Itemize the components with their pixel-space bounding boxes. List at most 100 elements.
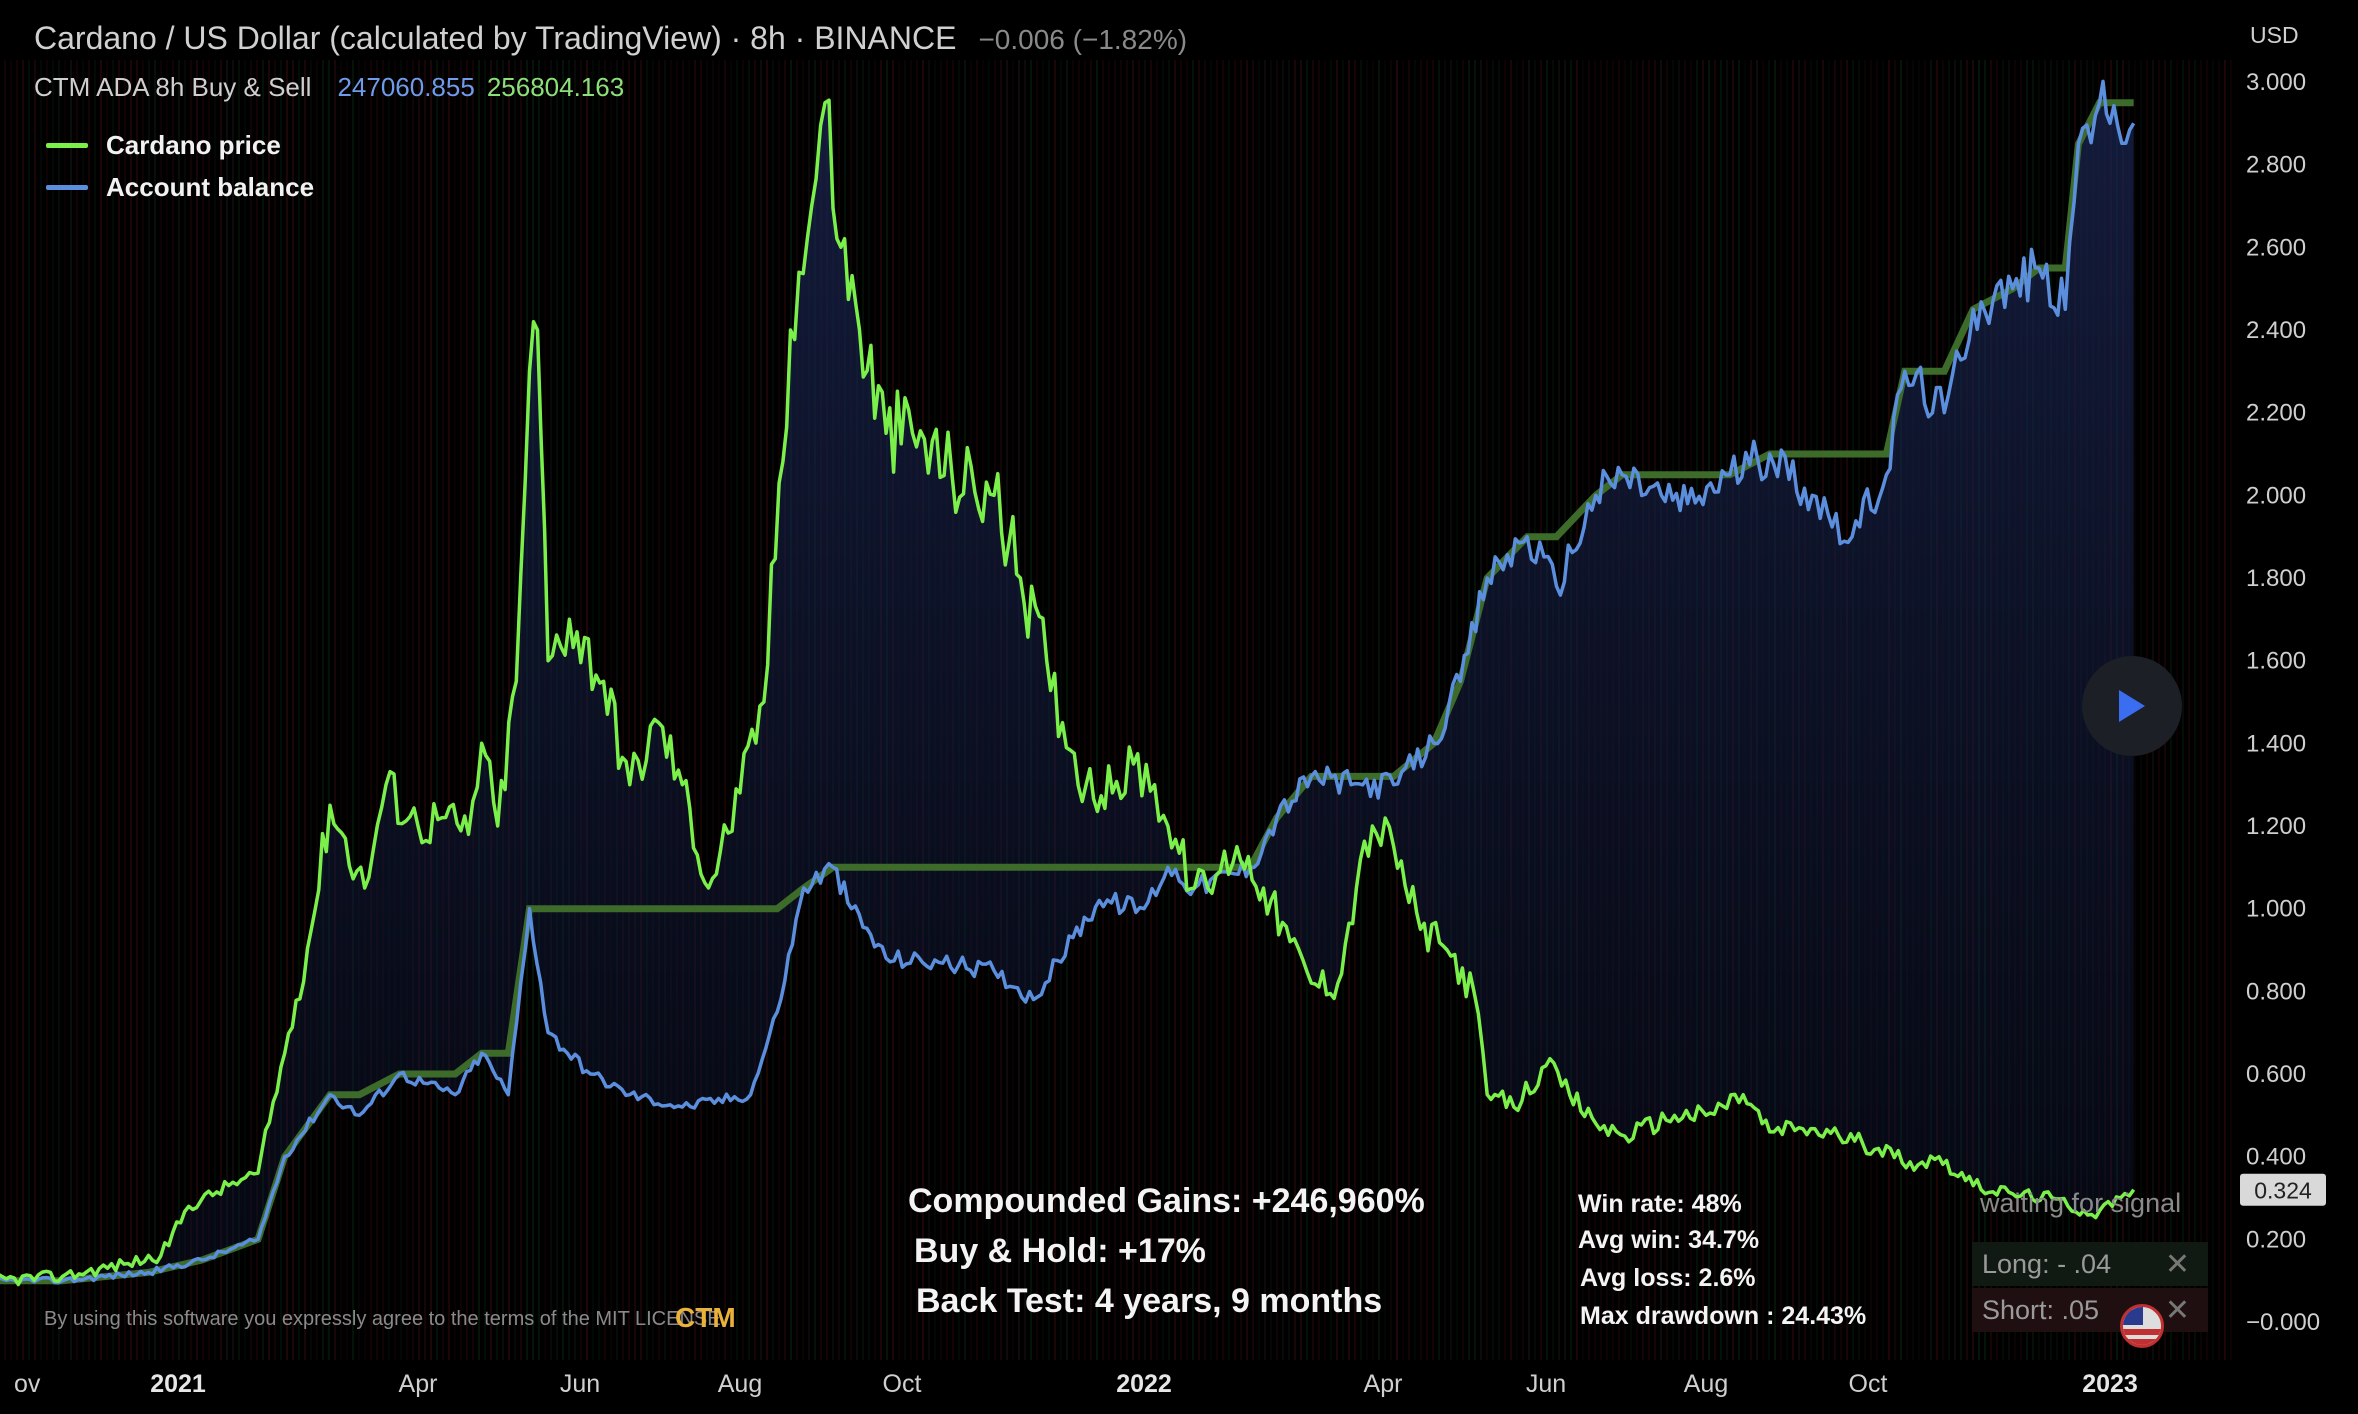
signal-stripe — [1408, 60, 1410, 1360]
signal-stripe — [220, 60, 222, 1360]
stat-max-drawdown: Max drawdown : 24.43% — [1580, 1302, 1867, 1330]
signal-stripe — [28, 60, 30, 1360]
y-tick-label: 0.200 — [2246, 1226, 2306, 1253]
signal-stripe — [292, 60, 294, 1360]
signal-stripe — [484, 60, 486, 1360]
signal-stripe — [628, 60, 630, 1360]
signal-stripe — [748, 60, 750, 1360]
signal-stripe — [34, 60, 36, 1360]
symbol-title: Cardano / US Dollar (calculated by Tradi… — [34, 20, 957, 56]
stat-win-rate: Win rate: 48% — [1578, 1190, 1742, 1218]
signal-stripe — [448, 60, 450, 1360]
signal-stripe — [2212, 60, 2214, 1360]
signal-stripe — [304, 60, 306, 1360]
signal-stripe — [178, 60, 180, 1360]
series-line-cardano-price — [0, 98, 2136, 1287]
signal-stripe — [10, 60, 12, 1360]
close-icon[interactable]: ✕ — [2164, 1247, 2190, 1281]
signal-stripe — [1204, 60, 1206, 1360]
signal-stripe — [688, 60, 690, 1360]
x-tick-label: Apr — [1364, 1370, 1403, 1398]
license-disclaimer: By using this software you expressly agr… — [44, 1308, 721, 1330]
stat-backtest: Back Test: 4 years, 9 months — [916, 1282, 1383, 1320]
signal-stripe — [658, 60, 660, 1360]
signal-stripe — [424, 60, 426, 1360]
y-tick-label: 0.800 — [2246, 978, 2306, 1005]
signal-stripe — [2230, 60, 2232, 1360]
signal-stripe — [406, 60, 408, 1360]
signal-stripe — [1348, 60, 1350, 1360]
signal-stripe — [1108, 60, 1110, 1360]
y-tick-label: 1.000 — [2246, 896, 2306, 923]
signal-stripe — [664, 60, 666, 1360]
signal-stripe — [1192, 60, 1194, 1360]
signal-stripe — [256, 60, 258, 1360]
signal-stripe — [442, 60, 444, 1360]
signal-stripe — [1366, 60, 1368, 1360]
signal-stripe — [142, 60, 144, 1360]
y-tick-label: 3.000 — [2246, 69, 2306, 96]
signal-stripe — [700, 60, 702, 1360]
indicator-row[interactable]: CTM ADA 8h Buy & Sell 247060.855 256804.16… — [34, 72, 624, 103]
y-tick-label: 2.600 — [2246, 234, 2306, 261]
signal-stripe — [1246, 60, 1248, 1360]
signal-stripe — [1102, 60, 1104, 1360]
stat-avg-loss: Avg loss: 2.6% — [1580, 1264, 1756, 1292]
indicator-value-high: 256804.163 — [486, 72, 625, 102]
signal-stripe — [1252, 60, 1254, 1360]
signal-stripe — [1180, 60, 1182, 1360]
x-tick-label: 2022 — [1116, 1370, 1172, 1398]
signal-stripe — [232, 60, 234, 1360]
stat-buy-hold: Buy & Hold: +17% — [914, 1232, 1206, 1270]
signal-stripe — [640, 60, 642, 1360]
indicator-value-balance: 247060.855 — [337, 72, 475, 102]
signal-stripe — [1084, 60, 1086, 1360]
signal-stripe — [82, 60, 84, 1360]
signal-stripe — [2182, 60, 2184, 1360]
signal-stripe — [718, 60, 720, 1360]
us-flag-icon[interactable] — [2120, 1304, 2164, 1348]
current-price-tag — [2240, 1173, 2326, 1206]
play-button[interactable] — [2082, 656, 2182, 756]
legend-swatch-price — [46, 143, 88, 148]
short-signal-box[interactable]: Short: .05 ✕ — [1972, 1288, 2208, 1332]
long-signal-box[interactable]: Long: - .04 ✕ — [1972, 1242, 2208, 1286]
signal-stripe — [1396, 60, 1398, 1360]
signal-stripe — [346, 60, 348, 1360]
series-line-account-balance — [0, 79, 2136, 1286]
signal-stripe — [1300, 60, 1302, 1360]
signal-stripe — [376, 60, 378, 1360]
signal-stripe — [1372, 60, 1374, 1360]
y-tick-label: 2.800 — [2246, 152, 2306, 179]
signal-stripe — [136, 60, 138, 1360]
signal-stripe — [1330, 60, 1332, 1360]
legend-item-price: Cardano price — [46, 130, 281, 161]
signal-stripe — [616, 60, 618, 1360]
x-tick-label: Oct — [1849, 1370, 1888, 1398]
signal-stripe — [436, 60, 438, 1360]
signal-stripe — [172, 60, 174, 1360]
play-icon — [2119, 690, 2145, 722]
signal-stripe — [1198, 60, 1200, 1360]
y-tick-label: 2.400 — [2246, 317, 2306, 344]
currency-label: USD — [2250, 22, 2299, 48]
signal-stripe — [250, 60, 252, 1360]
close-icon[interactable]: ✕ — [2164, 1293, 2190, 1327]
signal-stripe — [166, 60, 168, 1360]
signal-stripe — [1360, 60, 1362, 1360]
signal-stripe — [1288, 60, 1290, 1360]
signal-stripe — [1432, 60, 1434, 1360]
stat-compounded: Compounded Gains: +246,960% — [908, 1182, 1425, 1220]
signal-stripe — [1384, 60, 1386, 1360]
signal-stripe — [418, 60, 420, 1360]
x-tick-label: Aug — [1684, 1370, 1728, 1398]
signal-stripe — [2218, 60, 2220, 1360]
signal-stripe — [58, 60, 60, 1360]
signal-stripe — [370, 60, 372, 1360]
signal-stripe — [460, 60, 462, 1360]
signal-stripe — [1096, 60, 1098, 1360]
signal-stripe — [184, 60, 186, 1360]
signal-stripe — [1426, 60, 1428, 1360]
signal-stripe — [466, 60, 468, 1360]
signal-stripe — [1336, 60, 1338, 1360]
